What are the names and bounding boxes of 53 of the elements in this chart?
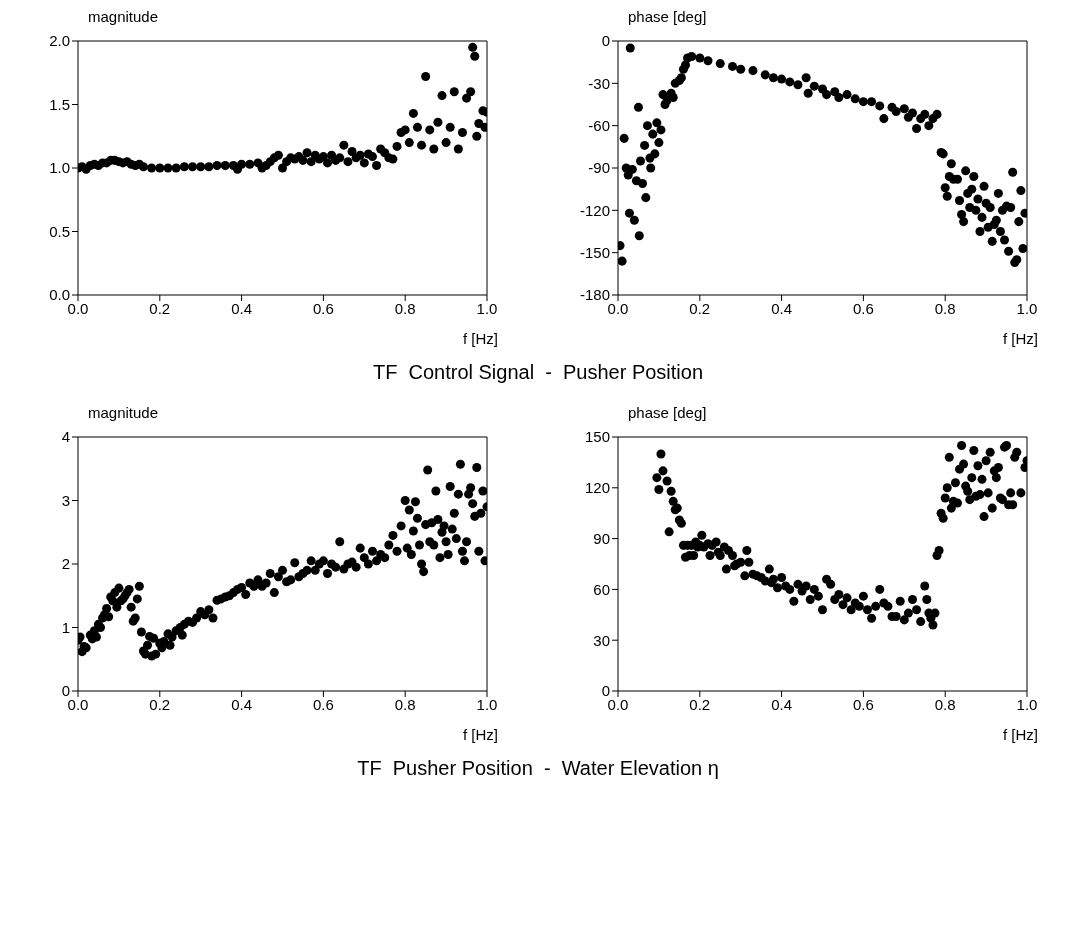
x-tick-label: 0.2: [689, 695, 711, 713]
x-tick-label: 0.2: [149, 299, 171, 317]
y-tick-label: 1.0: [49, 159, 70, 177]
x-tick-label: 1.0: [1016, 299, 1038, 317]
y-tick-label: 1: [61, 618, 70, 636]
text: TF Control Signal - Pusher Position: [371, 361, 705, 384]
y-tick-label: -30: [588, 74, 610, 92]
y-tick-label: 3: [61, 491, 70, 509]
x-tick-label: 0.4: [231, 695, 253, 713]
y-axis-title: phase [deg]: [628, 8, 708, 27]
y-tick-label: 4: [61, 428, 70, 446]
y-tick-label: -90: [588, 159, 610, 177]
x-tick-label: 0.6: [312, 299, 334, 317]
x-tick-label: 1.0: [476, 695, 498, 713]
x-tick-label: 0.4: [771, 695, 793, 713]
y-tick-label: 2.0: [49, 32, 70, 50]
y-tick-label: 0.0: [49, 286, 70, 304]
y-tick-label: -60: [588, 116, 610, 134]
y-tick-label: 30: [593, 631, 610, 649]
y-tick-label: 90: [593, 529, 610, 547]
y-tick-label: 0: [61, 682, 70, 700]
y-tick-label: 1.5: [49, 95, 70, 113]
x-tick-label: 0.6: [852, 299, 874, 317]
y-tick-label: 2: [61, 555, 70, 573]
y-axis-title: magnitude: [88, 404, 160, 423]
text: TF Pusher Position - Water Elevation η: [356, 757, 720, 780]
x-tick-label: 0.2: [689, 299, 711, 317]
x-tick-label: 0.8: [394, 695, 416, 713]
y-tick-label: -120: [579, 201, 610, 219]
y-axis-title: phase [deg]: [628, 404, 708, 423]
y-tick-label: -150: [579, 243, 610, 261]
y-tick-label: 0: [601, 682, 610, 700]
x-tick-label: 0.4: [771, 299, 793, 317]
y-tick-label: -180: [579, 286, 610, 304]
x-axis-title: f [Hz]: [462, 726, 499, 743]
y-tick-label: 150: [584, 428, 610, 446]
x-tick-label: 0.4: [231, 299, 253, 317]
x-tick-label: 1.0: [1016, 695, 1038, 713]
y-tick-label: 0.5: [49, 222, 70, 240]
x-axis-title: f [Hz]: [1002, 330, 1039, 347]
x-tick-label: 1.0: [476, 299, 498, 317]
y-axis-title: magnitude: [88, 8, 160, 27]
x-tick-label: 0.8: [934, 299, 956, 317]
x-tick-label: 0.6: [852, 695, 874, 713]
x-tick-label: 0.6: [312, 695, 334, 713]
y-tick-label: 120: [584, 479, 610, 497]
x-axis-title: f [Hz]: [1002, 726, 1039, 743]
y-tick-label: 60: [593, 580, 610, 598]
x-tick-label: 0.8: [394, 299, 416, 317]
x-tick-label: 0.8: [934, 695, 956, 713]
x-tick-label: 0.2: [149, 695, 171, 713]
y-tick-label: 0: [601, 32, 610, 50]
x-axis-title: f [Hz]: [462, 330, 499, 347]
